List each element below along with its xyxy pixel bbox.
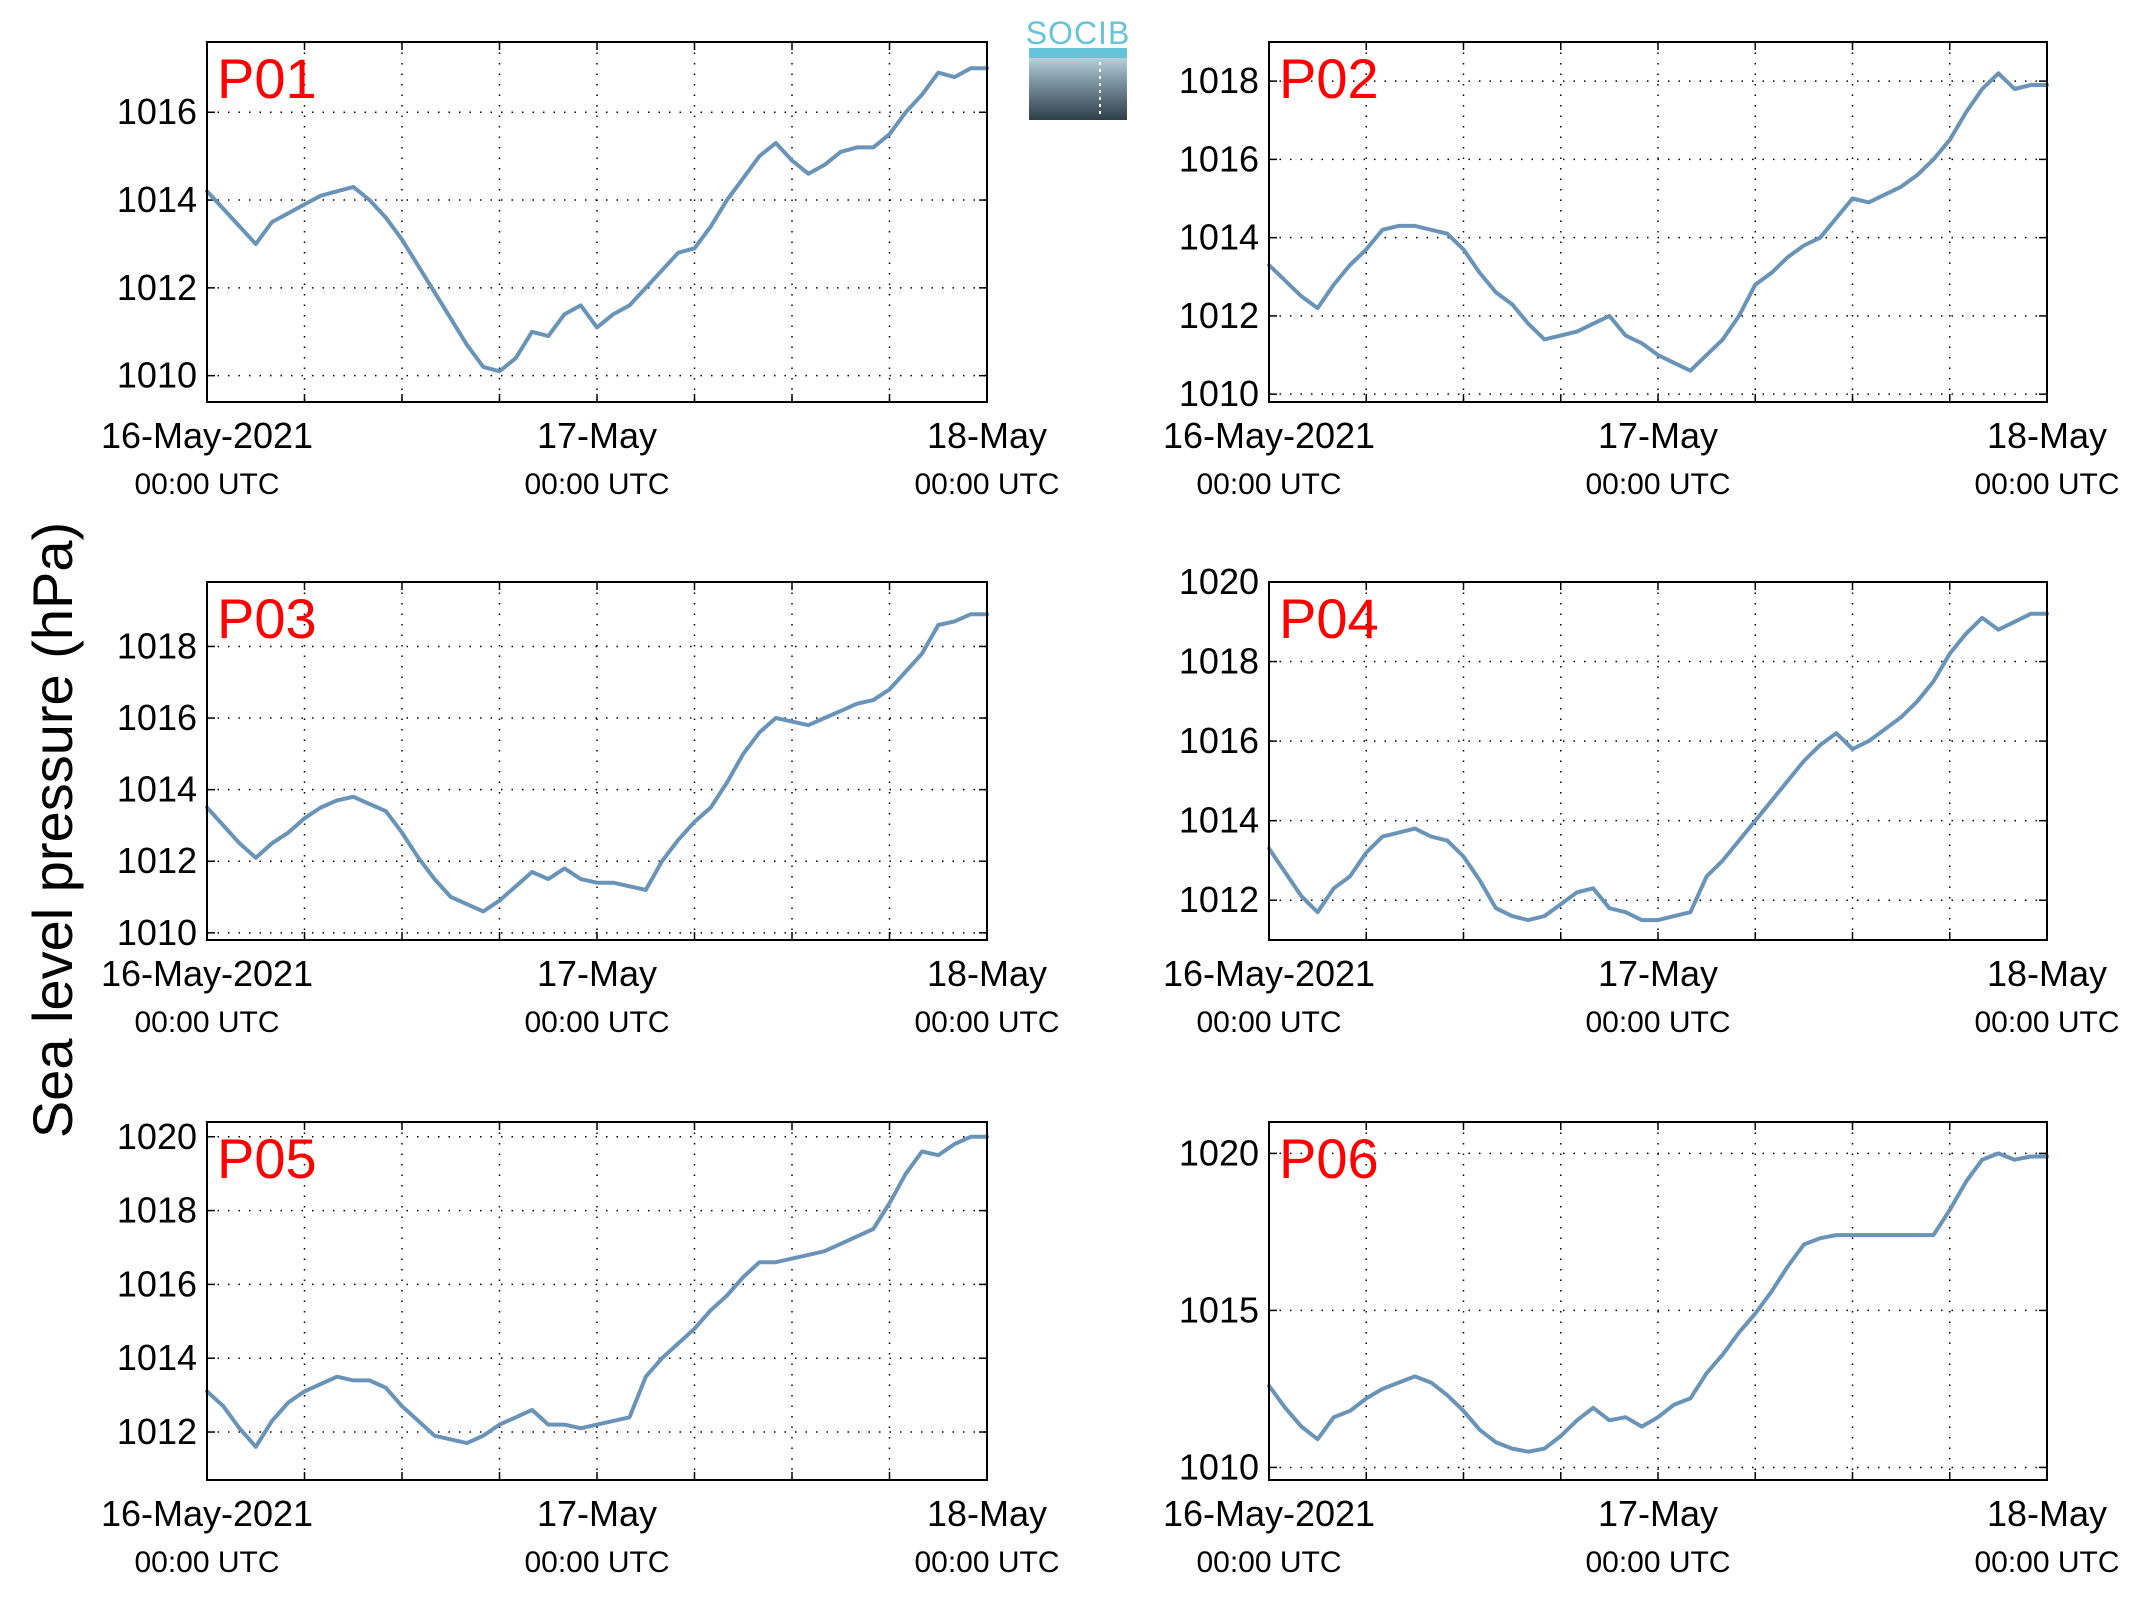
y-tick-label: 1016 [117,1263,197,1304]
plot-frame [206,1121,988,1481]
x-tick-sublabel: 00:00 UTC [524,1546,669,1579]
panel-title: P05 [217,1127,317,1190]
series-line [205,66,989,374]
logo-text: SOCIB [1026,15,1131,51]
x-tick-label: 17-May [537,953,657,994]
series-line [1267,1151,2049,1454]
panel-p01: 1010 1012 1014 1016 16-May-2021 00:00 UTC 17-M… [101,41,1060,501]
x-tick-sublabel: 00:00 UTC [1585,1006,1730,1039]
plot-frame [1268,41,2048,403]
x-tick-label: 16-May-2021 [101,953,313,994]
y-tick-label: 1010 [1179,1446,1259,1487]
x-tick-sublabel: 00:00 UTC [914,1006,1059,1039]
series-line [205,612,989,914]
y-tick-label: 1010 [117,355,197,396]
y-tick-label: 1016 [117,697,197,738]
x-tick-sublabel: 00:00 UTC [134,1546,279,1579]
x-tick-label: 18-May [1987,953,2107,994]
x-tick-label: 16-May-2021 [101,1493,313,1534]
x-tick-sublabel: 00:00 UTC [1585,1546,1730,1579]
x-tick-label: 18-May [1987,415,2107,456]
x-tick-sublabel: 00:00 UTC [134,1006,279,1039]
x-tick-sublabel: 00:00 UTC [914,1546,1059,1579]
plot-frame [1268,581,2048,941]
plot-frame [206,581,988,941]
y-tick-label: 1020 [117,1116,197,1157]
logo-block [1029,48,1127,120]
plot-frame [1268,1121,2048,1481]
panels-layer: 1010 1012 1014 1016 16-May-2021 00:00 UTC 17-M… [101,41,2120,1579]
x-tick-label: 16-May-2021 [1163,1493,1375,1534]
y-tick-label: 1014 [1179,217,1259,258]
panel-title: P01 [217,47,317,110]
x-tick-label: 18-May [927,415,1047,456]
y-tick-label: 1014 [117,179,197,220]
panel-p02: 1010 1012 1014 1016 1018 16-May-2021 00:00 UTC… [1163,41,2120,501]
y-tick-label: 1010 [1179,373,1259,414]
x-tick-sublabel: 00:00 UTC [1196,1006,1341,1039]
x-tick-label: 17-May [537,415,657,456]
y-axis-label: Sea level pressure (hPa) [21,522,84,1138]
y-tick-label: 1020 [1179,561,1259,602]
y-tick-label: 1020 [1179,1132,1259,1173]
panel-title: P06 [1279,1127,1379,1190]
x-tick-label: 17-May [1598,415,1718,456]
panel-title: P02 [1279,47,1379,110]
x-tick-sublabel: 00:00 UTC [1196,1546,1341,1579]
y-tick-label: 1012 [117,1411,197,1452]
x-tick-label: 17-May [1598,953,1718,994]
x-tick-label: 16-May-2021 [1163,953,1375,994]
y-tick-label: 1012 [117,267,197,308]
x-tick-label: 16-May-2021 [101,415,313,456]
panel-p06: 1010 1015 1020 16-May-2021 00:00 UTC 17-May 00… [1163,1121,2120,1579]
y-tick-label: 1010 [117,912,197,953]
series-line [1267,71,2049,373]
y-tick-label: 1014 [1179,800,1259,841]
x-tick-label: 17-May [537,1493,657,1534]
panel-p03: 1010 1012 1014 1016 1018 16-May-2021 00:00 UTC… [101,581,1060,1039]
x-tick-sublabel: 00:00 UTC [914,468,1059,501]
series-line [205,1134,989,1449]
panel-title: P03 [217,587,317,650]
x-tick-sublabel: 00:00 UTC [134,468,279,501]
y-tick-label: 1012 [1179,295,1259,336]
y-tick-label: 1018 [1179,641,1259,682]
y-tick-label: 1016 [117,91,197,132]
y-tick-label: 1018 [1179,60,1259,101]
y-tick-label: 1012 [117,840,197,881]
x-tick-label: 16-May-2021 [1163,415,1375,456]
x-tick-label: 17-May [1598,1493,1718,1534]
y-tick-label: 1014 [117,1337,197,1378]
logo-wave [1029,48,1127,58]
x-tick-sublabel: 00:00 UTC [524,468,669,501]
x-tick-sublabel: 00:00 UTC [1585,468,1730,501]
x-tick-sublabel: 00:00 UTC [524,1006,669,1039]
panel-p04: 1012 1014 1016 1018 1020 16-May-2021 00:00 UTC… [1163,561,2120,1039]
x-tick-label: 18-May [1987,1493,2107,1534]
y-tick-label: 1018 [117,625,197,666]
plot-frame [206,41,988,403]
y-tick-label: 1018 [117,1190,197,1231]
series-line [1267,611,2049,923]
x-tick-label: 18-May [927,1493,1047,1534]
x-tick-sublabel: 00:00 UTC [1974,1006,2119,1039]
y-tick-label: 1016 [1179,138,1259,179]
panel-p05: 1012 1014 1016 1018 1020 16-May-2021 00:00 UTC… [101,1116,1060,1579]
x-tick-label: 18-May [927,953,1047,994]
y-tick-label: 1012 [1179,879,1259,920]
y-tick-label: 1015 [1179,1289,1259,1330]
y-tick-label: 1014 [117,769,197,810]
x-tick-sublabel: 00:00 UTC [1974,1546,2119,1579]
x-tick-sublabel: 00:00 UTC [1974,468,2119,501]
x-tick-sublabel: 00:00 UTC [1196,468,1341,501]
panel-title: P04 [1279,587,1379,650]
socib-logo: SOCIB [1026,15,1131,120]
y-tick-label: 1016 [1179,720,1259,761]
